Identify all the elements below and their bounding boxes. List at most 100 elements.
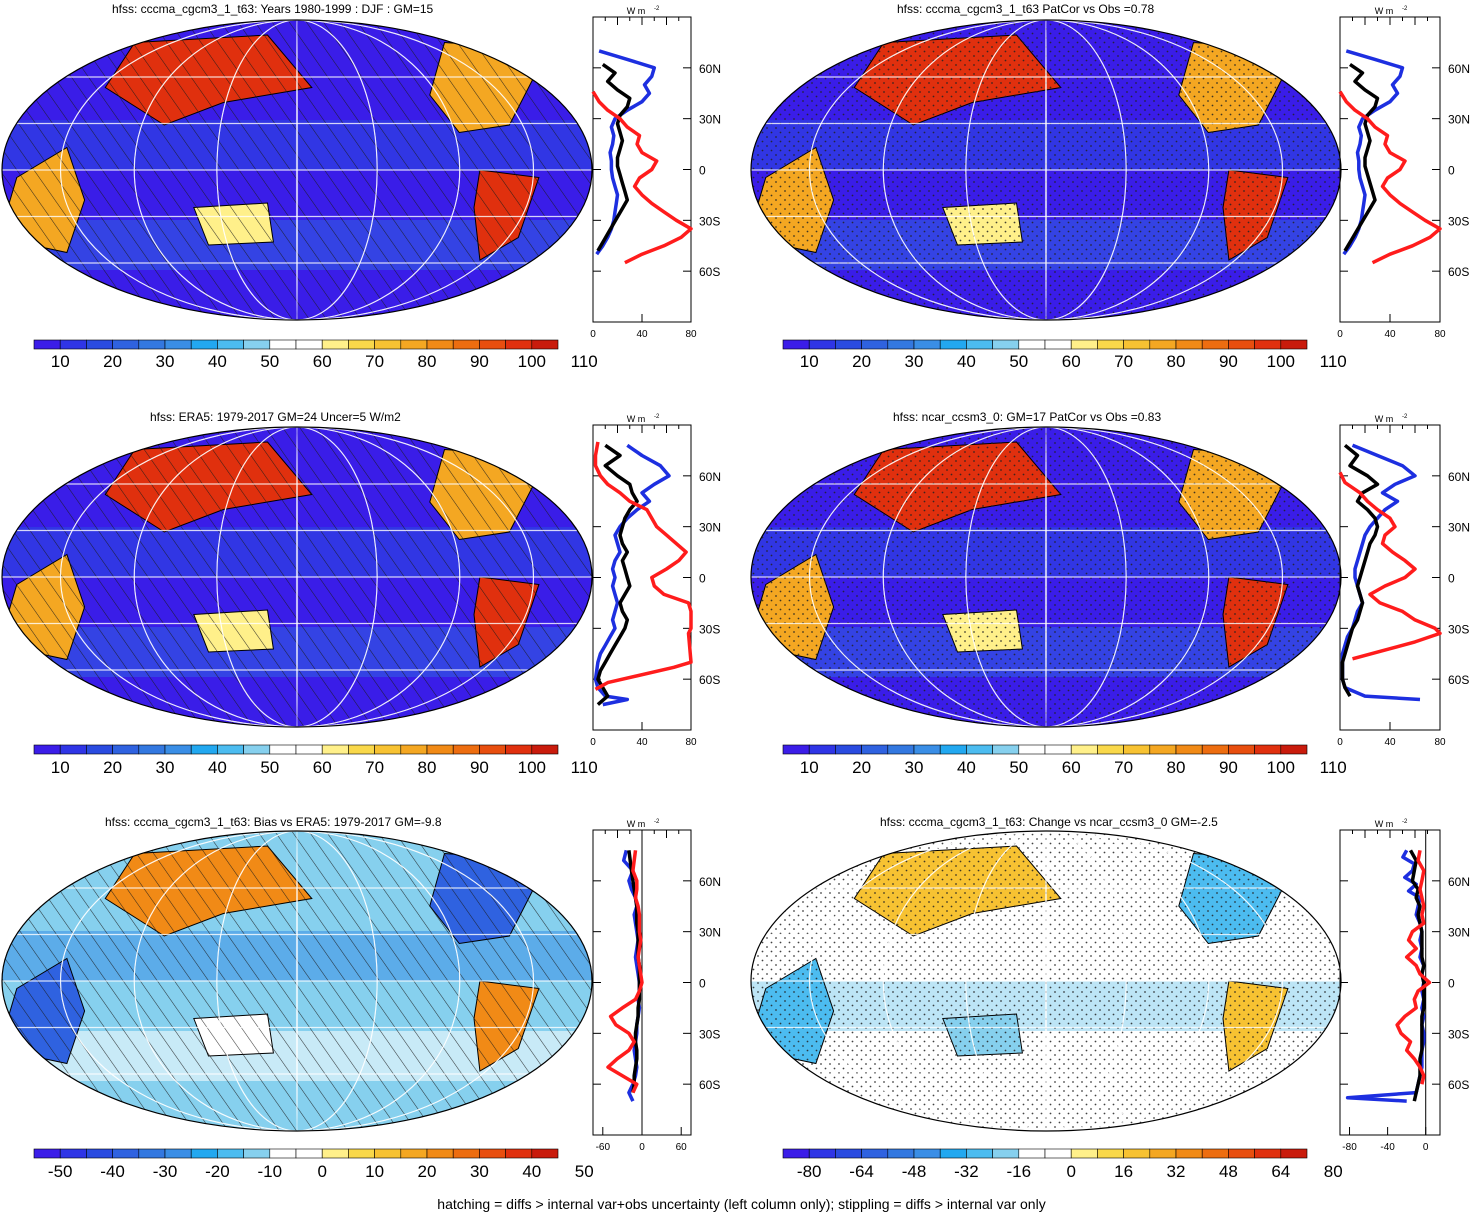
colorbar-tick-label: 10 (51, 758, 70, 777)
colorbar-swatch (505, 744, 533, 755)
colorbar-tick-label: 80 (1167, 758, 1186, 777)
colorbar-swatch (1254, 744, 1282, 755)
profile-lat-label: 30N (1448, 521, 1470, 535)
colorbar-swatch (217, 1148, 244, 1159)
colorbar-tick-label: 20 (103, 758, 122, 777)
colorbar-swatch (1149, 339, 1177, 350)
colorbar-swatch (1018, 339, 1046, 350)
colorbar-tick-label: -80 (797, 1162, 822, 1181)
colorbar-swatch (835, 1148, 862, 1159)
colorbar-swatch (86, 339, 113, 350)
profile-series-line (1343, 62, 1380, 252)
colorbar-swatch (295, 1148, 323, 1159)
colorbar-swatch (243, 1148, 271, 1159)
colorbar-swatch (269, 339, 297, 350)
panel-title-change: hfss: cccma_cgcm3_1_t63: Change vs ncar_… (880, 815, 1218, 829)
map-meridian-line (216, 831, 378, 1131)
colorbar-swatch (321, 1148, 349, 1159)
colorbar-tick-label: 50 (1009, 758, 1028, 777)
map-meridian-line (882, 831, 1210, 1131)
colorbar-tick-label: 100 (518, 758, 546, 777)
colorbar-swatch (321, 339, 349, 350)
colorbar-swatch (217, 339, 244, 350)
map-outline (750, 830, 1342, 1132)
colorbar-swatch (348, 1148, 375, 1159)
profile-unit-exponent: -2 (654, 819, 660, 825)
profile-lat-label: 30N (699, 113, 721, 127)
profile-lat-label: 60N (1448, 62, 1470, 76)
colorbar-tick-label: 10 (800, 352, 819, 371)
profile-unit-label: W m (627, 6, 646, 16)
colorbar-swatch (887, 1148, 915, 1159)
colorbar-swatch (138, 744, 166, 755)
colorbar-tick-label: 40 (957, 352, 976, 371)
colorbar-swatch (861, 744, 889, 755)
profile-x-tick-label: 80 (1434, 737, 1446, 748)
profile-lat-label: 30S (1448, 622, 1469, 636)
colorbar-tick-label: 40 (208, 352, 227, 371)
colorbar-swatch (1254, 1148, 1282, 1159)
colorbar-tick-label: 100 (1267, 352, 1295, 371)
colorbar-swatch (939, 1148, 967, 1159)
profile-x-tick-label: 80 (685, 329, 697, 340)
colorbar-swatch (1070, 744, 1098, 755)
colorbar-swatch (400, 744, 428, 755)
colorbar-swatch (452, 339, 480, 350)
profile-series-line (1395, 849, 1432, 1085)
colorbar-swatch (1070, 339, 1098, 350)
map-meridian-line (133, 20, 461, 320)
profile-x-tick-label: 0 (590, 329, 596, 340)
map-meridian-line (295, 831, 299, 1131)
footer-caption: hatching = diffs > internal var+obs unce… (437, 1196, 1046, 1212)
map-obs (2, 427, 592, 727)
map-meridian-line (808, 20, 1284, 320)
profile-x-tick-label: 0 (1337, 737, 1343, 748)
profile-x-tick-label: 80 (1434, 329, 1446, 340)
map-meridian-line (59, 427, 535, 727)
colorbar-tick-label: -50 (48, 1162, 73, 1181)
colorbar-swatch (1018, 744, 1046, 755)
colorbar-swatch (1201, 1148, 1229, 1159)
colorbar-swatch (808, 339, 836, 350)
map-meridian-line (965, 20, 1127, 320)
profile-lat-label: 60N (699, 470, 721, 484)
colorbar-tick-label: 30 (905, 352, 924, 371)
panel-title-model: hfss: cccma_cgcm3_1_t63: Years 1980-1999… (112, 2, 434, 16)
colorbar-tick-label: 110 (571, 758, 598, 777)
colorbar-swatch (992, 744, 1020, 755)
colorbar-tick-label: 90 (470, 352, 489, 371)
profile-x-tick-label: 0 (639, 1142, 645, 1153)
panel-change: -80 -64 -48 -32 -16 0 16 32 48 64 80 W m -2 -80 -40 0 60… (750, 819, 1470, 1181)
profile-lat-label: 60N (1448, 875, 1470, 889)
colorbar-swatch (1123, 339, 1151, 350)
colorbar-tick-label: 60 (313, 352, 332, 371)
map-outline (1, 19, 593, 321)
colorbar-swatch (1044, 744, 1072, 755)
colorbar-tick-label: 70 (1114, 758, 1133, 777)
colorbar-swatch (374, 1148, 402, 1159)
profile-lat-label: 60N (1448, 470, 1470, 484)
colorbar-swatch (452, 1148, 480, 1159)
profile-series-line (593, 443, 671, 707)
profile-unit-exponent: -2 (1402, 414, 1408, 420)
colorbar-tick-label: 64 (1271, 1162, 1290, 1181)
colorbar-swatch (992, 339, 1020, 350)
colorbar-swatch (1228, 1148, 1255, 1159)
colorbar-swatch (374, 744, 402, 755)
panel-title-obs: hfss: ERA5: 1979-2017 GM=24 Uncer=5 W/m2 (150, 410, 401, 424)
colorbar-swatch (138, 1148, 166, 1159)
colorbar-swatch (479, 744, 506, 755)
colorbar-swatch (1097, 1148, 1124, 1159)
map-change (751, 831, 1341, 1131)
colorbar-swatch (479, 1148, 506, 1159)
colorbar-swatch (1280, 1148, 1308, 1159)
profile-unit-label: W m (627, 414, 646, 424)
colorbar-swatch (1044, 1148, 1072, 1159)
profile-unit-exponent: -2 (1402, 819, 1408, 825)
map-meridian-line (295, 20, 299, 320)
colorbar-swatch (1070, 1148, 1098, 1159)
profile-lat-label: 30N (1448, 113, 1470, 127)
colorbar-swatch (1149, 1148, 1177, 1159)
colorbar-swatch (1201, 339, 1229, 350)
colorbar-tick-label: 40 (522, 1162, 541, 1181)
